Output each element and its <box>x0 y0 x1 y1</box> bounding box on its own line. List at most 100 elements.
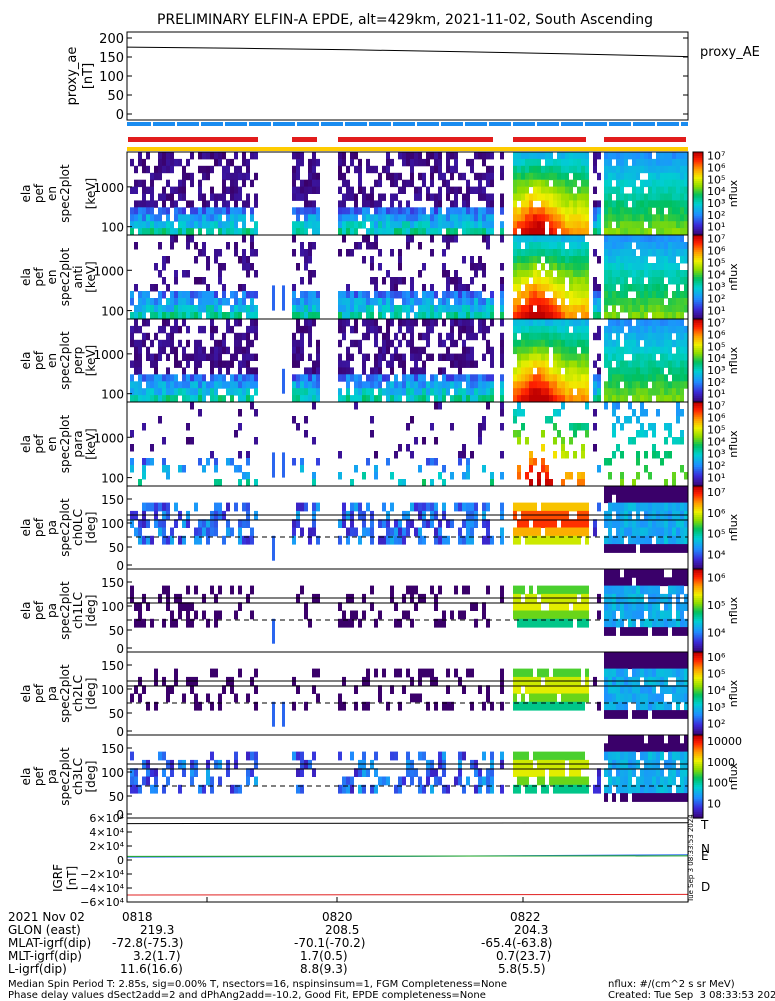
spectrogram-cell <box>565 333 569 340</box>
spectrogram-cell <box>604 611 608 620</box>
spectrogram-cell <box>186 312 190 320</box>
spectrogram-cell <box>557 173 561 180</box>
spectrogram-cell <box>680 465 684 473</box>
spectrogram-cell <box>426 187 430 194</box>
spectrogram-cell <box>218 374 222 381</box>
spectrogram-cell <box>632 569 636 578</box>
spectrogram-cell <box>358 242 362 250</box>
spectrogram-cell <box>206 388 210 395</box>
spectrogram-cell <box>565 340 569 347</box>
spectrogram-cell <box>533 326 537 333</box>
spectrogram-cell <box>250 528 254 537</box>
spectrogram-cell <box>474 503 478 512</box>
spectrogram-cell <box>640 159 644 166</box>
spectrogram-cell <box>612 277 616 285</box>
spectrogram-cell <box>490 207 494 214</box>
spectrogram-cell <box>346 291 350 299</box>
spectrogram-cell <box>194 347 198 354</box>
spectrogram-cell <box>218 479 222 487</box>
spectrogram-cell <box>668 180 672 187</box>
spectrogram-cell <box>142 395 146 402</box>
spectrogram-cell <box>350 374 354 381</box>
spectrogram-cell <box>581 214 585 221</box>
spectrogram-cell <box>656 298 660 306</box>
spectrogram-cell <box>541 374 545 381</box>
spectrogram-cell <box>573 430 577 438</box>
spectrogram-cell <box>312 395 316 402</box>
spectrogram-cell <box>573 785 577 794</box>
spectrogram-cell <box>616 256 620 264</box>
spectrogram-cell <box>438 519 442 528</box>
spectrogram-cell <box>616 602 620 611</box>
spectrogram-cell <box>458 187 462 194</box>
spectrogram-cell <box>414 395 418 402</box>
spectrogram-cell <box>410 416 414 424</box>
spectrogram-cell <box>624 374 628 381</box>
spectrogram-cell <box>652 381 656 388</box>
spectrogram-cell <box>434 152 438 159</box>
spectrogram-cell <box>390 298 394 306</box>
spectrogram-cell <box>218 298 222 306</box>
spectrogram-cell <box>553 159 557 166</box>
spectrogram-cell <box>652 333 656 340</box>
spectrogram-cell <box>316 305 320 313</box>
spectrogram-cell <box>620 652 624 661</box>
spectrogram-cell <box>316 187 320 194</box>
spectrogram-cell <box>150 381 154 388</box>
spectrogram-cell <box>636 207 640 214</box>
spectrogram-cell <box>482 423 486 431</box>
spectrogram-cell <box>668 354 672 361</box>
spectrogram-cell <box>158 312 162 320</box>
spectrogram-cell <box>676 221 680 228</box>
spectrogram-cell <box>166 602 170 611</box>
spectrogram-cell <box>537 479 541 487</box>
spectrogram-cell <box>130 381 134 388</box>
spectrogram-cell <box>398 361 402 368</box>
spectrogram-cell <box>358 347 362 354</box>
spectrogram-cell <box>474 291 478 299</box>
spectrogram-cell <box>549 166 553 173</box>
spectrogram-cell <box>418 221 422 228</box>
spectrogram-cell <box>142 228 146 235</box>
spectrogram-cell <box>672 777 676 786</box>
spectrogram-cell <box>130 465 134 473</box>
spectrogram-cell <box>442 465 446 473</box>
spectrogram-cell <box>624 214 628 221</box>
spectrogram-cell <box>636 536 640 545</box>
spectrogram-cell <box>316 173 320 180</box>
spectrogram-cell <box>672 544 676 553</box>
spectrogram-cell <box>466 305 470 313</box>
spectrogram-cell <box>652 347 656 354</box>
spectrogram-cell <box>581 374 585 381</box>
spectrogram-cell <box>636 221 640 228</box>
spectrogram-cell <box>354 214 358 221</box>
spectrogram-cell <box>561 228 565 235</box>
spectrogram-cell <box>624 284 628 292</box>
spectrogram-cell <box>342 180 346 187</box>
spectrogram-cell <box>162 277 166 285</box>
spectrogram-cell <box>636 519 640 528</box>
spectrogram-cell <box>210 221 214 228</box>
spectrogram-cell <box>470 503 474 512</box>
spectrogram-cell <box>533 503 537 512</box>
spectrogram-cell <box>656 710 660 719</box>
spectrogram-cell <box>529 319 533 326</box>
spectrogram-cell <box>644 159 648 166</box>
spectrogram-cell <box>648 361 652 368</box>
spectrogram-cell <box>312 519 316 528</box>
spectrogram-cell <box>525 207 529 214</box>
spectrogram-cell <box>612 312 616 320</box>
spectrogram-cell <box>640 319 644 326</box>
spectrogram-cell <box>358 305 362 313</box>
spectrogram-cell <box>142 180 146 187</box>
spectrogram-cell <box>182 312 186 320</box>
spectrogram-cell <box>585 367 589 374</box>
spectrogram-cell <box>378 207 382 214</box>
spectrogram-cell <box>178 465 182 473</box>
spectrogram-cell <box>362 519 366 528</box>
spectrogram-cell <box>545 256 549 264</box>
spectrogram-cell <box>660 793 664 802</box>
spectrogram-cell <box>292 284 296 292</box>
spectrogram-cell <box>533 221 537 228</box>
status-bar-red <box>338 137 493 142</box>
